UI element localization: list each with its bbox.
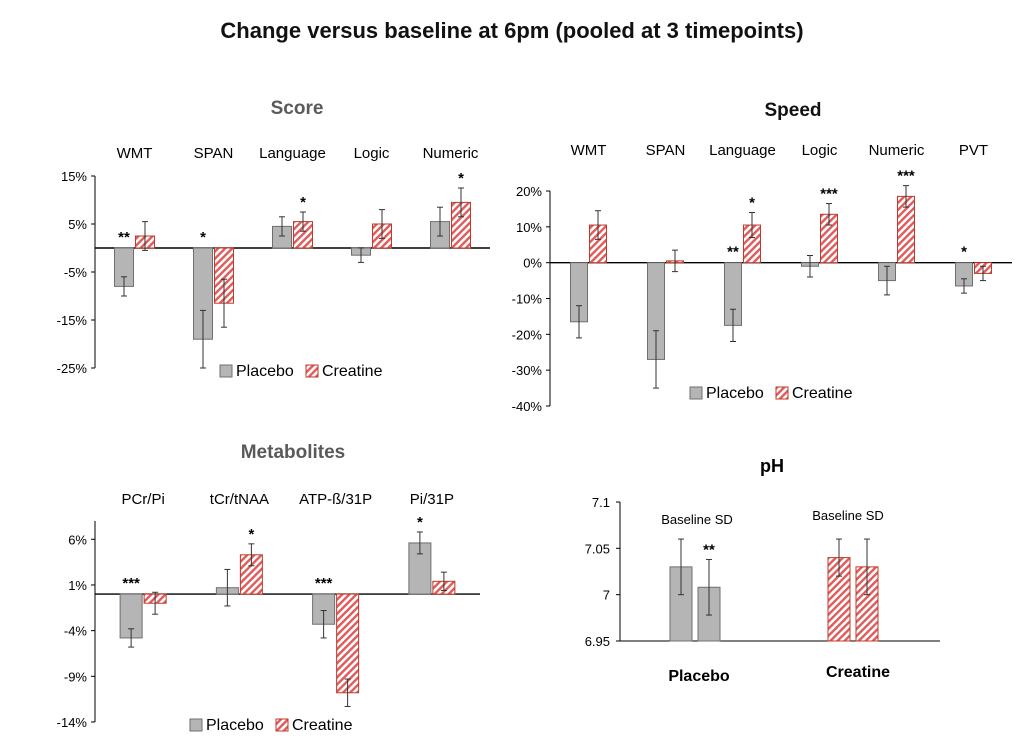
y-tick-label: 10% (516, 220, 542, 235)
y-tick-label: -15% (57, 313, 88, 328)
category-label: WMT (117, 145, 153, 162)
legend-swatch-placebo (219, 364, 233, 378)
legend-swatch-creatine (305, 364, 319, 378)
significance-marker: * (749, 195, 755, 212)
legend-label-placebo: Placebo (236, 363, 294, 380)
baseline-sd-label: Baseline SD (661, 512, 733, 527)
category-label: Numeric (423, 145, 479, 162)
significance-marker: *** (897, 168, 915, 185)
y-tick-label: 7.05 (585, 541, 610, 556)
legend-label-creatine: Creatine (292, 717, 353, 734)
category-label: SPAN (646, 142, 686, 159)
y-tick-label: 6.95 (585, 634, 610, 649)
legend-swatch-placebo (689, 386, 703, 400)
significance-marker: ** (703, 541, 715, 558)
category-label: WMT (571, 142, 607, 159)
speed-chart: Speed 20% 10% 0% -10% -20% -30% -40% WMT SPAN Lang… (512, 100, 1012, 414)
y-tick-label: -30% (512, 363, 543, 378)
group-label-creatine: Creatine (826, 664, 890, 681)
legend-label-placebo: Placebo (706, 385, 764, 402)
legend-label-creatine: Creatine (322, 363, 383, 380)
significance-marker: * (417, 514, 423, 531)
significance-marker: *** (820, 186, 838, 203)
significance-marker: *** (315, 575, 333, 592)
category-label: Logic (354, 145, 390, 162)
y-tick-label: 0% (523, 256, 542, 271)
significance-marker: * (458, 170, 464, 187)
y-tick-label: -9% (64, 669, 88, 684)
y-tick-label: -40% (512, 399, 543, 414)
category-label: Language (259, 145, 326, 162)
creatine-bar (336, 593, 360, 694)
chart-title: pH (760, 456, 784, 476)
legend-label-placebo: Placebo (206, 717, 264, 734)
y-tick-label: 20% (516, 184, 542, 199)
category-label: Numeric (869, 142, 925, 159)
y-tick-label: -4% (64, 624, 88, 639)
group-label-placebo: Placebo (668, 668, 730, 685)
significance-marker: ** (118, 229, 130, 246)
significance-marker: * (200, 229, 206, 246)
legend-swatch-creatine (275, 718, 289, 732)
y-tick-label: -14% (57, 715, 88, 730)
category-label: ATP-ß/31P (299, 491, 372, 508)
category-label: Language (709, 142, 776, 159)
y-tick-label: 5% (68, 217, 87, 232)
significance-marker: * (300, 194, 306, 211)
chart-title: Metabolites (241, 442, 346, 463)
legend-swatch-placebo (189, 718, 203, 732)
y-tick-label: 15% (61, 169, 87, 184)
y-tick-label: 7 (603, 588, 610, 603)
metabolites-chart: Metabolites 6% 1% -4% -9% -14% PCr/Pi tCr/tNAA A… (57, 442, 480, 734)
y-tick-label: -10% (512, 292, 543, 307)
y-tick-label: -20% (512, 327, 543, 342)
category-label: tCr/tNAA (210, 491, 269, 508)
y-tick-label: 1% (68, 578, 87, 593)
page-title: Change versus baseline at 6pm (pooled at… (220, 18, 804, 43)
category-label: SPAN (194, 145, 234, 162)
baseline-sd-label: Baseline SD (812, 508, 884, 523)
y-tick-label: -25% (57, 361, 88, 376)
significance-marker: * (961, 244, 967, 261)
score-chart: Score 15% 5% -5% -15% -25% WMT SPAN Language Logi… (57, 98, 490, 380)
chart-title: Speed (764, 100, 821, 121)
category-label: Logic (802, 142, 838, 159)
significance-marker: * (248, 526, 254, 543)
y-tick-label: 6% (68, 532, 87, 547)
category-label: Pi/31P (410, 491, 454, 508)
y-tick-label: -5% (64, 265, 88, 280)
y-tick-label: 7.1 (592, 495, 610, 510)
chart-title: Score (271, 98, 324, 119)
significance-marker: ** (727, 244, 739, 261)
significance-marker: *** (122, 575, 140, 592)
legend-swatch-creatine (775, 386, 789, 400)
ph-chart: pH 7.1 7.05 7 6.95 ** Baseline SD Baseline SD Pl… (585, 456, 940, 685)
category-label: PCr/Pi (121, 491, 164, 508)
legend-label-creatine: Creatine (792, 385, 853, 402)
category-label: PVT (959, 142, 988, 159)
